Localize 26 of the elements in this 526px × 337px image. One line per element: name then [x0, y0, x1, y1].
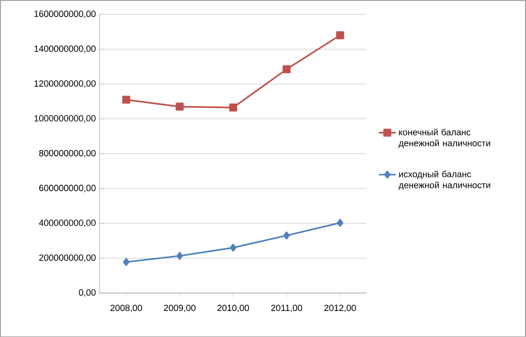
y-tick-label: 600000000,00 [39, 184, 96, 192]
point [283, 231, 290, 240]
x-tick-label: 2010,00 [217, 304, 249, 312]
y-tick-label: 800000000,00 [39, 150, 96, 158]
y-tick-label: 200000000,00 [39, 254, 96, 262]
x-tick-label: 2009,00 [164, 304, 196, 312]
point [336, 31, 344, 40]
x-tick-label: 2011,00 [271, 304, 302, 312]
y-tick-label: 1400000000,00 [34, 45, 96, 53]
point [282, 65, 291, 74]
y-tick-label: 1600000000,00 [34, 10, 96, 18]
point [123, 258, 130, 266]
y-tick-label: 400000000,00 [38, 219, 96, 227]
x-tick-label: 2012,00 [324, 304, 356, 312]
x-tick-label: 2008,00 [110, 304, 142, 312]
point [230, 244, 236, 252]
point [176, 102, 184, 110]
y-tick-label: 1000000000,00 [34, 114, 96, 122]
point [229, 103, 238, 112]
y-tick-label: 1200000000,00 [34, 80, 96, 88]
legend-label: исходный баланс денежной наличности [398, 170, 490, 190]
legend-label: конечный баланс денежной наличности [398, 128, 490, 148]
point [336, 218, 344, 227]
point [122, 96, 130, 104]
point [176, 252, 183, 260]
y-tick-label: 0,00 [78, 289, 96, 297]
